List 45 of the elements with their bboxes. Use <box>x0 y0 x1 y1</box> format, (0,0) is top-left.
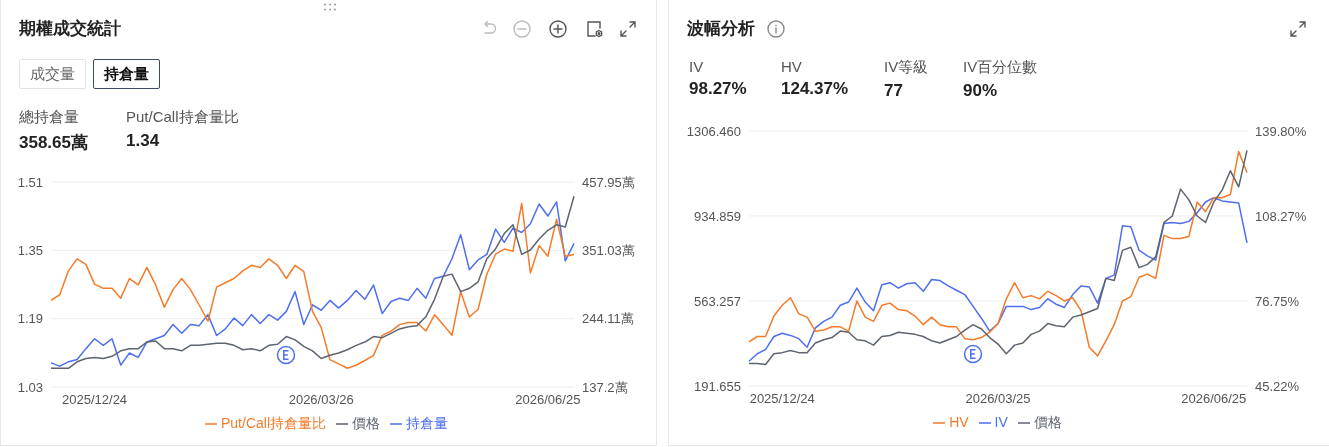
y2-tick-label: 137.2萬 <box>582 379 628 395</box>
text: 124.37% <box>781 79 849 99</box>
text: IV等級 <box>884 58 929 77</box>
y2-tick-label: 139.80% <box>1255 123 1307 139</box>
text: IV百分位數 <box>963 58 1038 77</box>
text: 總持倉量 <box>19 108 80 127</box>
text: 90% <box>963 81 999 101</box>
chart-title: 期權成交統計 <box>19 18 121 40</box>
y2-tick-label: 76.75% <box>1255 293 1300 309</box>
text: IV <box>689 58 705 75</box>
x-tick-label: 2026/03/25 <box>965 391 1031 407</box>
y2-tick-label: 45.22% <box>1255 378 1300 394</box>
legend-label: IV <box>994 414 1008 430</box>
text: 358.65萬 <box>19 132 88 154</box>
x-tick-label: 2025/12/24 <box>62 392 128 408</box>
legend-label: Put/Call持倉量比 <box>220 415 327 431</box>
y2-tick-label: 108.27% <box>1255 208 1307 224</box>
y-tick-label: 563.257 <box>694 293 741 309</box>
text: 1.34 <box>126 131 161 151</box>
chart-title: 波幅分析 <box>687 18 755 40</box>
text: HV <box>781 58 803 75</box>
y2-tick-label: 244.11萬 <box>582 311 634 327</box>
legend-label: HV <box>949 414 969 430</box>
legend-label: 價格 <box>352 415 381 431</box>
y-tick-label: 934.859 <box>694 208 741 224</box>
y-tick-label: 191.655 <box>694 378 741 394</box>
text: Put/Call持倉量比 <box>126 108 239 127</box>
legend-label: 價格 <box>1033 414 1062 430</box>
y-tick-label: 1.51 <box>17 174 43 190</box>
y2-tick-label: 351.03萬 <box>582 242 635 258</box>
line-series <box>748 196 1248 362</box>
text: 98.27% <box>689 79 747 99</box>
text: 77 <box>884 81 904 101</box>
y2-tick-label: 457.95萬 <box>582 174 635 190</box>
y-tick-label: 1.19 <box>17 311 43 327</box>
x-tick-label: 2026/06/25 <box>1181 391 1247 407</box>
x-tick-label: 2025/12/24 <box>749 391 815 407</box>
y-tick-label: 1306.460 <box>686 123 741 139</box>
x-tick-label: 2026/03/26 <box>288 392 354 408</box>
text: 成交量 <box>19 59 86 89</box>
text: 持倉量 <box>93 59 160 89</box>
y-tick-label: 1.03 <box>17 379 43 395</box>
legend-label: 持倉量 <box>406 415 449 431</box>
y-tick-label: 1.35 <box>17 242 43 258</box>
x-tick-label: 2026/06/25 <box>515 392 581 408</box>
